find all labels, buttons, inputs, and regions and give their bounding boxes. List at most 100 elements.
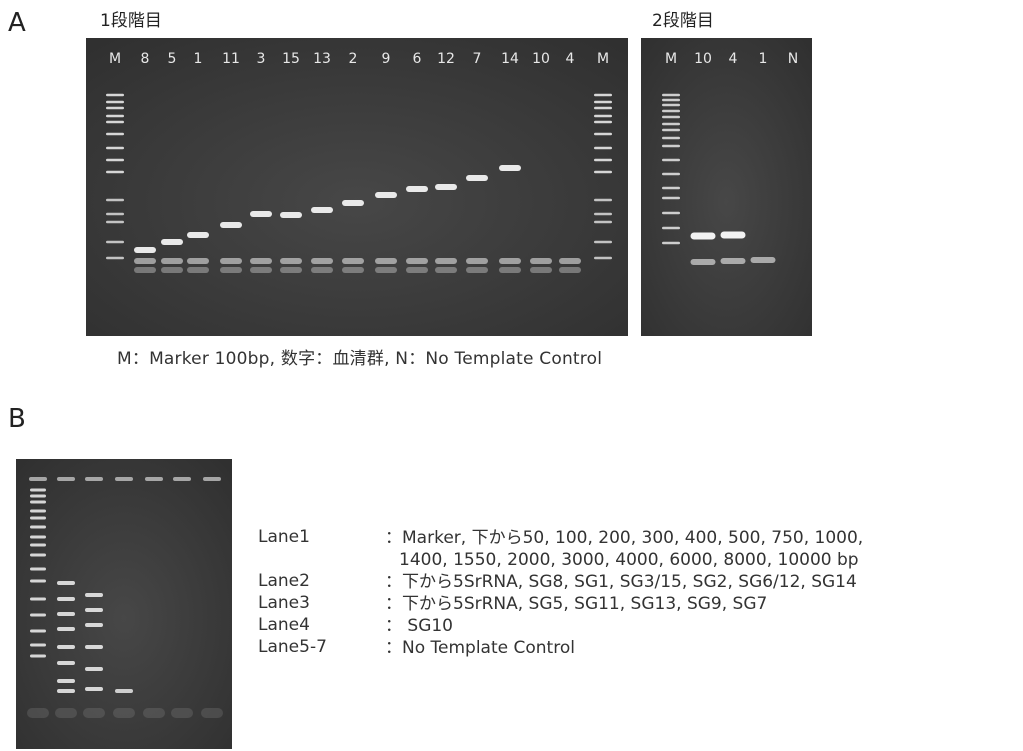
marker-band <box>30 516 46 520</box>
bottom-band <box>466 258 488 264</box>
product-band <box>690 232 716 240</box>
marker-band <box>662 172 680 176</box>
bottom-band <box>280 258 302 264</box>
lane3-band <box>85 687 103 691</box>
product-band <box>187 232 209 238</box>
gel1-lane-label: 4 <box>566 51 575 67</box>
product-band <box>342 200 364 206</box>
gel2-lane-label: N <box>788 51 798 67</box>
bottom-band <box>690 259 716 265</box>
well <box>115 477 133 481</box>
marker-band <box>106 120 124 124</box>
primer-band <box>466 267 488 273</box>
gel2-lane-label: 10 <box>694 51 712 67</box>
marker-band <box>594 220 612 224</box>
primer-band <box>220 267 242 273</box>
lane2-band <box>57 679 75 683</box>
marker-band <box>594 132 612 136</box>
marker-band <box>106 212 124 216</box>
bottom-band <box>406 258 428 264</box>
marker-band <box>594 158 612 162</box>
gel1-lane-label: 6 <box>413 51 422 67</box>
legend-lane4-desc: ： SG10 <box>385 616 453 636</box>
product-band <box>375 192 397 198</box>
gel1-lane-label: 15 <box>282 51 300 67</box>
marker-band <box>106 146 124 150</box>
primer-band <box>559 267 581 273</box>
product-band <box>406 186 428 192</box>
marker-band <box>30 654 46 658</box>
lane3-band <box>85 645 103 649</box>
marker-band <box>30 535 46 539</box>
primer-band <box>250 267 272 273</box>
gel1-lane-label: 8 <box>141 51 150 67</box>
lane3-band <box>85 608 103 612</box>
bottom-band <box>435 258 457 264</box>
marker-band <box>30 579 46 583</box>
lane2-band <box>57 612 75 616</box>
marker-band <box>30 509 46 513</box>
dye-smear <box>55 708 77 718</box>
product-band <box>499 165 521 171</box>
stage2-title: 2段階目 <box>652 11 714 31</box>
marker-band <box>30 543 46 547</box>
primer-band <box>499 267 521 273</box>
marker-band <box>30 643 46 647</box>
marker-band <box>106 114 124 118</box>
marker-band <box>662 158 680 162</box>
bottom-band <box>161 258 183 264</box>
legend-lane1-desc: ：Marker, 下から50, 100, 200, 300, 400, 500,… <box>385 528 864 548</box>
primer-band <box>375 267 397 273</box>
gel-background <box>16 459 232 749</box>
bottom-band <box>499 258 521 264</box>
bottom-band <box>220 258 242 264</box>
marker-band <box>30 525 46 529</box>
gel1-lane-label: 11 <box>222 51 240 67</box>
marker-band <box>106 106 124 110</box>
marker-band <box>594 240 612 244</box>
marker-band <box>662 241 680 245</box>
gel1-lane-label: 5 <box>168 51 177 67</box>
lane2-band <box>57 581 75 585</box>
panel-a-caption: M：Marker 100bp, 数字：血清群, N：No Template Co… <box>117 349 603 369</box>
lane2-band <box>57 689 75 693</box>
panel-a-letter: A <box>8 8 26 38</box>
well <box>173 477 191 481</box>
bottom-band <box>311 258 333 264</box>
legend-lane2-desc: ：下から5SrRNA, SG8, SG1, SG3/15, SG2, SG6/1… <box>385 572 857 592</box>
marker-band <box>594 256 612 260</box>
gel1-lane-label: 14 <box>501 51 519 67</box>
gel1-lane-label: M <box>109 51 121 67</box>
legend-lane4-label: Lane4 <box>258 615 310 635</box>
bottom-band <box>187 258 209 264</box>
primer-band <box>187 267 209 273</box>
gel1-lane-label: 10 <box>532 51 550 67</box>
primer-band <box>435 267 457 273</box>
marker-band <box>594 170 612 174</box>
marker-band <box>594 198 612 202</box>
legend-lane2-label: Lane2 <box>258 571 310 591</box>
well <box>29 477 47 481</box>
marker-band <box>662 144 680 148</box>
well <box>85 477 103 481</box>
marker-band <box>662 109 680 113</box>
legend-lane3-label: Lane3 <box>258 593 310 613</box>
gel-image-stage2: M 10 4 1 N <box>641 38 812 336</box>
dye-smear <box>113 708 135 718</box>
gel-background <box>86 38 628 336</box>
marker-band <box>662 93 680 97</box>
dye-smear <box>143 708 165 718</box>
marker-band <box>106 170 124 174</box>
marker-band <box>106 132 124 136</box>
lane2-band <box>57 597 75 601</box>
dye-smear <box>171 708 193 718</box>
primer-band <box>311 267 333 273</box>
primer-band <box>280 267 302 273</box>
bottom-band <box>750 257 776 263</box>
gel2-lane-label: M <box>665 51 677 67</box>
marker-band <box>106 158 124 162</box>
well <box>57 477 75 481</box>
marker-band <box>662 211 680 215</box>
gel-image-stage1: M 8 5 1 11 3 15 13 2 9 6 12 7 14 10 4 M <box>86 38 628 336</box>
marker-band <box>662 136 680 140</box>
